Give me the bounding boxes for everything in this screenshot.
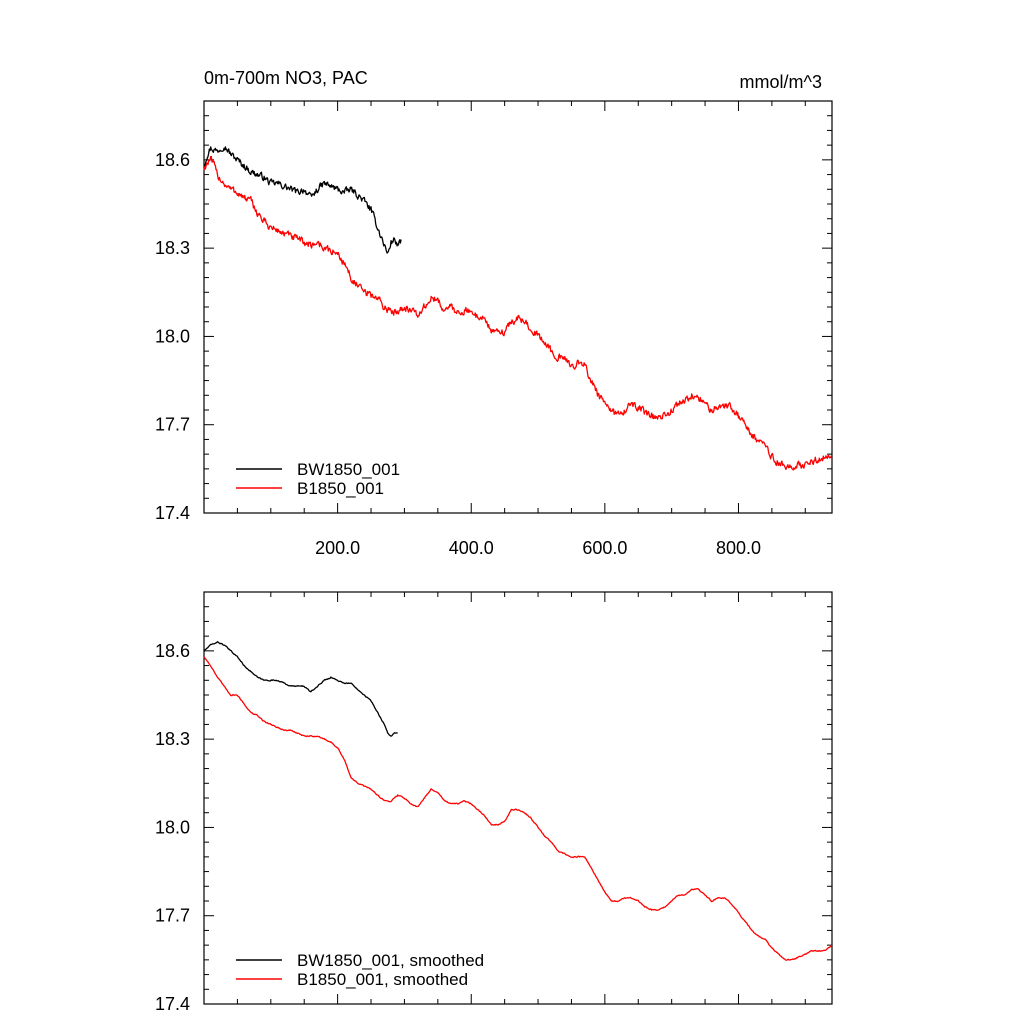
x-tick-label: 600.0 — [582, 538, 627, 558]
x-tick-label: 400.0 — [449, 538, 494, 558]
panel-title: 0m-700m NO3, PAC — [204, 68, 368, 88]
x-tick-label: 800.0 — [716, 538, 761, 558]
x-tick-label: 200.0 — [315, 538, 360, 558]
legend-label: B1850_001 — [297, 479, 384, 498]
y-tick-label: 18.3 — [155, 238, 190, 258]
bottom-panel: 17.4 17.7 18.0 18.3 18.6 BW1850_001, smoothed… — [155, 591, 833, 1014]
y-tick-label: 18.6 — [155, 150, 190, 170]
y-tick-label: 17.4 — [155, 994, 190, 1014]
y-tick-label: 17.7 — [155, 906, 190, 926]
axis-ticks — [204, 592, 832, 1004]
series-line-bw1850-001-smoothed — [203, 641, 398, 737]
y-tick-label: 18.0 — [155, 817, 190, 837]
axis-ticks — [204, 101, 832, 513]
top-panel: 0m-700m NO3, PAC mmol/m^3 17.4 17.7 18.0 18… — [155, 68, 833, 558]
panel-units: mmol/m^3 — [740, 72, 822, 92]
y-tick-label: 18.6 — [155, 641, 190, 661]
series-line-b1850-001 — [203, 155, 833, 471]
y-tick-label: 18.3 — [155, 729, 190, 749]
y-tick-label: 18.0 — [155, 326, 190, 346]
legend-label: BW1850_001 — [297, 460, 400, 479]
legend-label: B1850_001, smoothed — [297, 970, 468, 989]
series-line-b1850-001-smoothed — [203, 656, 833, 961]
series-line-bw1850-001 — [203, 146, 402, 254]
y-tick-label: 17.7 — [155, 415, 190, 435]
legend-label: BW1850_001, smoothed — [297, 951, 484, 970]
y-tick-label: 17.4 — [155, 503, 190, 523]
